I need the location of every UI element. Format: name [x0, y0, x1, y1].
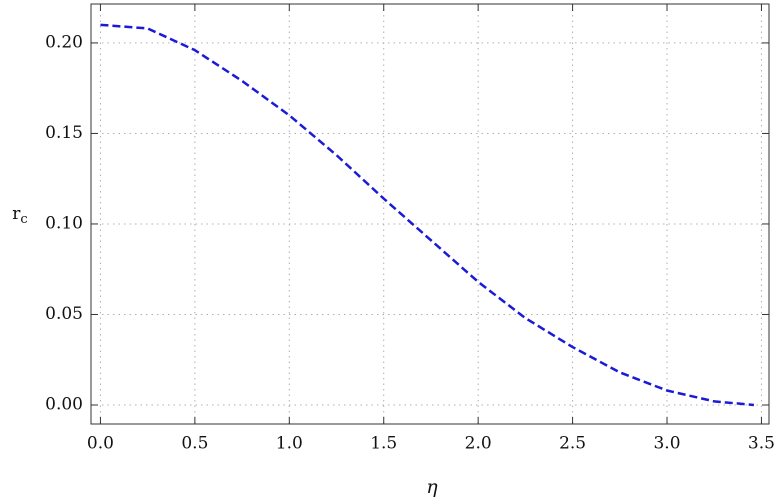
- y-axis-label-main: r: [12, 204, 21, 224]
- y-axis-label-subscript: c: [20, 212, 27, 227]
- y-axis-label: rc: [12, 204, 27, 227]
- y-tick-label: 0.15: [45, 123, 83, 143]
- y-tick-label: 0.20: [45, 32, 83, 52]
- plot-frame: [90, 3, 770, 425]
- x-tick-label: 0.0: [87, 434, 114, 454]
- x-tick-label: 3.5: [748, 434, 775, 454]
- data-line: [100, 23, 755, 407]
- x-tick-label: 3.0: [653, 434, 680, 454]
- x-tick-label: 2.0: [465, 434, 492, 454]
- x-tick-label: 0.5: [181, 434, 208, 454]
- x-tick-label: 2.5: [559, 434, 586, 454]
- x-axis-label: η: [426, 476, 438, 498]
- y-tick-label: 0.00: [45, 394, 83, 414]
- y-tick-label: 0.10: [45, 213, 83, 233]
- x-tick-label: 1.0: [276, 434, 303, 454]
- y-tick-label: 0.05: [45, 304, 83, 324]
- x-tick-label: 1.5: [370, 434, 397, 454]
